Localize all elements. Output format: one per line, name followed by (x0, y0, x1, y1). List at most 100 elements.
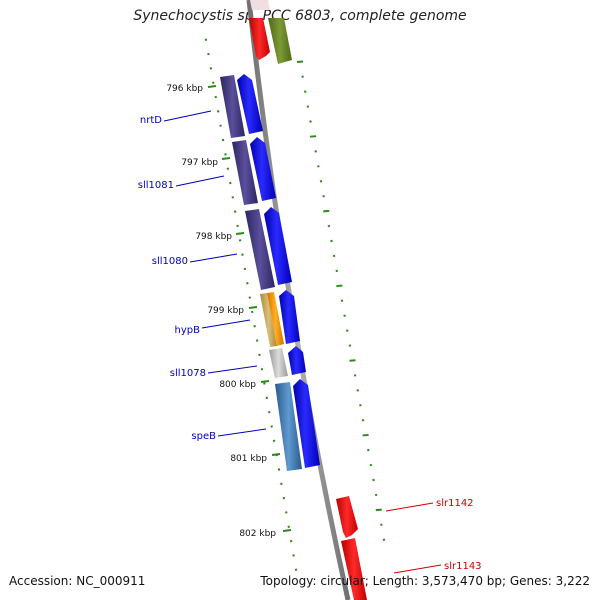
gene-arrow-sll1078 (288, 346, 306, 375)
gene-label-leaders (163, 110, 442, 574)
ruler-tick (292, 554, 295, 557)
ruler-tick (224, 153, 227, 156)
ruler-tick (243, 267, 247, 271)
ruler-tick (361, 419, 365, 422)
ruler-tick (221, 138, 225, 142)
ruler-tick (323, 209, 330, 213)
ruler-tick (322, 194, 325, 198)
ruler-label: 798 kbp (195, 232, 232, 242)
gene-box-hypB-orange (267, 292, 284, 346)
ruler-tick (294, 568, 298, 571)
ruler-tick (253, 325, 256, 328)
ruler-label: 799 kbp (207, 306, 244, 316)
gene-arrow-speB (293, 379, 320, 468)
ruler-tick (204, 38, 208, 41)
gene-box-sll1081 (232, 140, 258, 205)
gene-label-sll1080[interactable]: sll1080 (152, 256, 188, 267)
ruler-tick (314, 150, 317, 153)
gene-box-hypB-tan (260, 293, 277, 347)
ruler-tick (346, 329, 349, 332)
ruler-label: 802 kbp (239, 529, 276, 539)
ruler-tick (359, 404, 362, 407)
inner-ruler-dots (204, 38, 298, 571)
gene-label-sll1081[interactable]: sll1081 (138, 180, 174, 191)
gene-box-sll1078 (269, 348, 288, 378)
gene-arrow-hypB (279, 290, 300, 344)
gene-box-speB (275, 382, 302, 471)
ruler-label: 797 kbp (181, 158, 218, 168)
ruler-tick (265, 396, 269, 400)
gene-label-speB[interactable]: speB (191, 431, 216, 442)
ruler-tick (372, 478, 375, 482)
gene-label-hypB[interactable]: hypB (175, 325, 201, 336)
ruler-tick (255, 339, 259, 342)
ruler-tick (317, 165, 320, 168)
ruler-tick (231, 196, 234, 199)
ruler-tick (229, 181, 232, 185)
ruler-labels: 796 kbp 797 kbp 798 kbp 799 kbp 800 kbp … (166, 84, 292, 539)
ruler-tick (277, 468, 281, 471)
accession-text: Accession: NC_000911 (9, 574, 146, 588)
ruler-tick (246, 282, 249, 285)
ruler-tick (306, 105, 310, 108)
gene-arrow-slr1142 (336, 496, 358, 538)
ruler-tick (367, 448, 370, 452)
ruler-tick (212, 81, 215, 84)
ruler-tick (270, 425, 273, 428)
ruler-tick (216, 110, 220, 113)
ruler-tick (356, 389, 359, 392)
gene-arrow-nrtD (237, 74, 263, 134)
ruler-tick (319, 180, 323, 183)
gene-labels: nrtD sll1081 sll1080 hypB sll1078 speB s… (138, 115, 482, 572)
ruler-tick (250, 310, 254, 314)
ruler-tick (382, 538, 386, 541)
gene-label-nrtD[interactable]: nrtD (140, 115, 162, 126)
ruler-tick (348, 344, 352, 347)
gene-box-sll1080 (245, 209, 275, 290)
ruler-tick (268, 410, 271, 414)
ruler-tick (332, 254, 336, 258)
ruler-tick (375, 508, 382, 512)
ruler-label: 800 kbp (219, 380, 256, 390)
top-features (249, 0, 292, 64)
genome-summary-text: Topology: circular; Length: 3,573,470 bp… (260, 574, 590, 588)
forward-gene-arrow-top-red (249, 18, 270, 60)
gene-label-sll1078[interactable]: sll1078 (170, 368, 206, 379)
ruler-tick (248, 296, 252, 299)
ruler-tick (327, 224, 331, 228)
gene-arrow-sll1081 (250, 137, 276, 201)
ruler-tick (336, 284, 343, 288)
ruler-tick (207, 52, 210, 56)
ruler-tick (304, 90, 307, 93)
ruler-tick (301, 75, 304, 78)
ruler-tick (233, 210, 237, 213)
gene-box-nrtD (220, 75, 245, 138)
ruler-tick (289, 539, 293, 543)
outer-ruler-dots (296, 60, 386, 541)
gene-label-slr1143[interactable]: slr1143 (444, 561, 482, 572)
ruler-tick (343, 314, 346, 317)
ruler-tick (209, 67, 213, 70)
gene-label-slr1142[interactable]: slr1142 (436, 498, 474, 509)
ruler-tick (380, 523, 383, 527)
ruler-tick (353, 374, 357, 377)
reverse-features (220, 74, 320, 471)
ruler-tick (282, 496, 286, 500)
forward-gene-arrow-top-white (250, 0, 270, 10)
ruler-tick (310, 135, 317, 138)
ruler-tick (296, 60, 304, 63)
gene-arrow-slr1143 (341, 538, 367, 600)
ruler-tick (280, 482, 283, 486)
map-title: Synechocystis sp. PCC 6803, complete gen… (133, 8, 467, 24)
ruler-tick (241, 253, 244, 256)
ruler-tick (238, 239, 242, 242)
ruler-tick (340, 299, 344, 302)
ruler-tick (369, 463, 373, 467)
ruler-tick (236, 224, 239, 228)
ruler-tick (260, 367, 264, 371)
ruler-tick (219, 124, 222, 127)
ruler-tick (263, 382, 266, 385)
ruler-tick (330, 239, 333, 243)
